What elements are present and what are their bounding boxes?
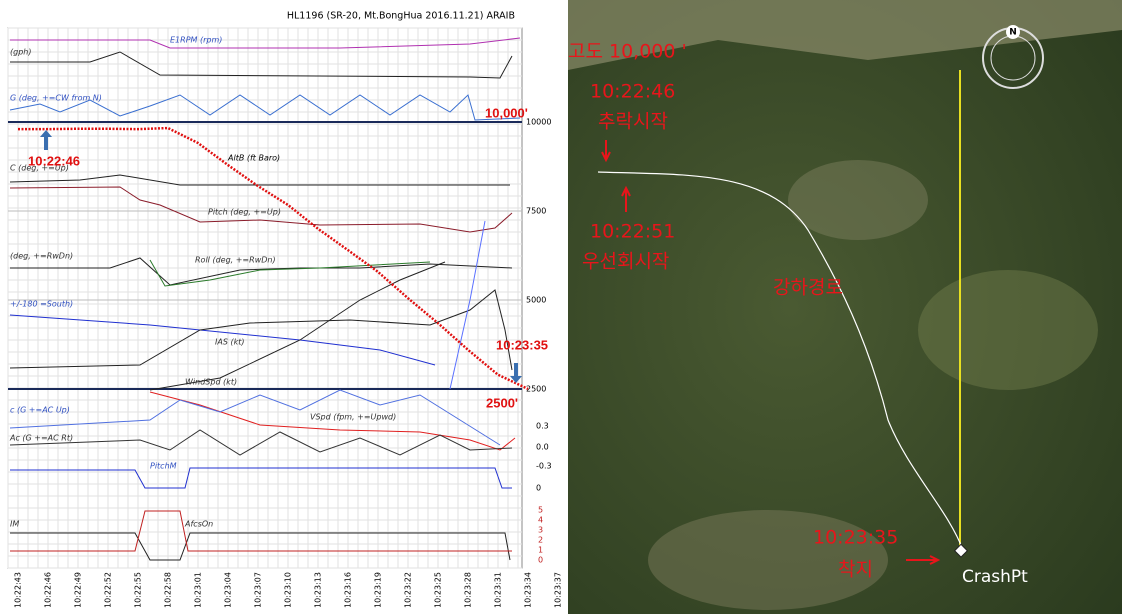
terrain (918, 270, 1098, 390)
x-tick-label: 10:22:46 (44, 572, 53, 608)
y-tick-label: 7500 (526, 207, 546, 216)
x-tick-label: 10:23:22 (404, 572, 413, 608)
x-tick-label: 10:23:34 (524, 572, 533, 608)
map-label: 10:22:46 (590, 81, 675, 103)
trace-label: E1RPM (rpm) (170, 36, 222, 45)
x-tick-label: 10:23:13 (314, 572, 323, 608)
annotation: 10:22:46 (28, 153, 80, 168)
trace-label: IM (10, 520, 19, 529)
trace-label: (deg, +=RwDn) (10, 252, 73, 261)
x-tick-label: 10:22:52 (104, 572, 113, 608)
map-label: 10:23:35 (813, 527, 898, 549)
afcs-axis-label: 0 (538, 556, 543, 565)
x-tick-label: 10:23:25 (434, 572, 443, 608)
afcs-axis-label: 5 (538, 506, 543, 515)
y-tick-label: 10000 (526, 118, 551, 127)
trace-label: +/-180 =South) (10, 300, 73, 309)
x-tick-label: 10:23:10 (284, 572, 293, 608)
x-tick-label: 10:22:58 (164, 572, 173, 608)
chart-title: HL1196 (SR-20, Mt.BongHua 2016.11.21) AR… (287, 11, 515, 22)
x-tick-label: 10:23:31 (494, 572, 503, 608)
x-tick-label: 10:22:43 (14, 572, 23, 608)
map: N CrashPt 고도 10,000 ' 10:22:46 추락시작 10:2… (568, 0, 1122, 614)
series-label: AltB (ft Baro) (227, 154, 280, 163)
trace-label: Pitch (deg, +=Up) (208, 208, 281, 217)
trace-label: PitchM (150, 462, 177, 471)
trace-label: AfcsOn (184, 520, 213, 529)
x-tick-label: 10:22:55 (134, 572, 143, 608)
x-tick-label: 10:22:49 (74, 572, 83, 608)
afcs-axis-label: 1 (538, 546, 543, 555)
x-tick-label: 10:23:28 (464, 572, 473, 608)
map-label: 강하경로 (773, 277, 843, 299)
trace-label: WindSpd (kt) (185, 378, 237, 387)
compass-label: N (1009, 28, 1017, 38)
g-axis-label: 0.3 (536, 422, 549, 431)
trace-label: Roll (deg, +=RwDn) (195, 256, 276, 265)
y-tick-label: 5000 (526, 296, 546, 305)
x-tick-label: 10:23:04 (224, 572, 233, 608)
trace-label: IAS (kt) (215, 338, 244, 347)
afcs-axis-label: 3 (538, 526, 543, 535)
map-label: 우선회시작 (582, 251, 669, 273)
g-axis-label: -0.3 (536, 462, 552, 471)
chart: HL1196 (SR-20, Mt.BongHua 2016.11.21) AR… (0, 0, 566, 614)
x-tick-label: 10:23:07 (254, 572, 263, 608)
trace-label: Ac (G +=AC Rt) (9, 434, 73, 443)
x-tick-label: 10:23:19 (374, 572, 383, 608)
terrain (788, 160, 928, 240)
annotation: 10,000' (485, 105, 528, 120)
x-tick-label: 10:23:37 (554, 572, 563, 608)
trace-label: G (deg, +=CW from N) (10, 94, 102, 103)
annotation: 2500' (486, 395, 518, 410)
map-label: 고도 10,000 ' (568, 41, 687, 63)
trace-label: VSpd (fpm, +=Upwd) (310, 413, 396, 422)
x-tick-label: 10:23:01 (194, 572, 203, 608)
afcs-axis-label: 2 (538, 536, 543, 545)
y-tick-label: 2500 (526, 385, 546, 394)
map-label: 추락시작 (598, 111, 668, 133)
page: {"chart_data":{"type":"line","title":"HL… (0, 0, 1122, 614)
x-tick-label: 10:23:16 (344, 572, 353, 608)
g-axis-label: 0.0 (536, 443, 549, 452)
map-label: 착지 (838, 559, 873, 581)
g-axis-label: 0 (536, 484, 541, 493)
annotation: 10:23:35 (496, 337, 548, 352)
trace-label: c (G +=AC Up) (10, 406, 70, 415)
map-label: 10:22:51 (590, 221, 675, 243)
afcs-axis-label: 4 (538, 516, 543, 525)
trace-label: (gph) (10, 48, 31, 57)
crash-label: CrashPt (962, 567, 1028, 587)
